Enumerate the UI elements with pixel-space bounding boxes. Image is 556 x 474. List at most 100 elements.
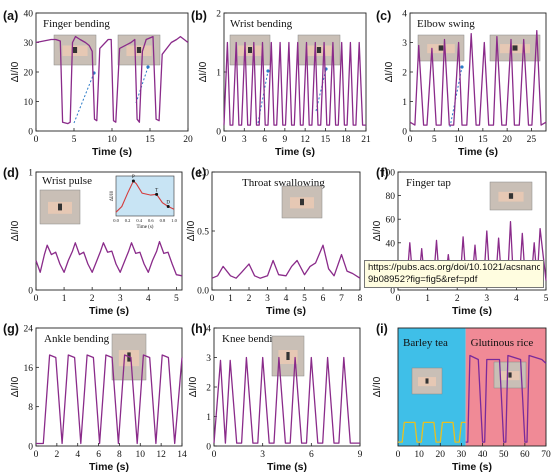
- inset-x-tick-label: 1.0: [171, 218, 177, 223]
- pointer-arrow: [315, 68, 327, 112]
- panel-label: (g): [3, 322, 19, 336]
- x-tick-label: 3: [484, 294, 489, 304]
- panel-label: (f): [376, 166, 389, 180]
- plot-frame: [35, 327, 183, 447]
- y-axis-label: ΔI/I0: [188, 376, 199, 397]
- inset-marker: [155, 192, 159, 196]
- x-tick-label: 12: [300, 135, 310, 145]
- x-tick-label: 40: [478, 450, 488, 460]
- x-tick-label: 15: [145, 135, 155, 145]
- x-axis-label: Time (s): [267, 461, 307, 473]
- y-tick-label: 0.0: [197, 287, 209, 297]
- x-tick-label: 2: [54, 450, 59, 460]
- pointer-arrow: [73, 72, 95, 124]
- inset-photo: [411, 367, 443, 395]
- x-tick-label: 10: [107, 135, 117, 145]
- x-tick-label: 6: [262, 135, 267, 145]
- panel-c: 0 5 10 15 20 25 0 1 2 3 4 Time (s) ΔI/I0 (c) Elbow swi…: [376, 9, 547, 158]
- x-tick-label: 18: [341, 135, 351, 145]
- y-tick-label: 0.5: [197, 228, 209, 238]
- y-tick-label: 60: [386, 216, 396, 226]
- x-tick-label: 20: [502, 135, 512, 145]
- inset-photo: [39, 189, 81, 225]
- x-tick-label: 20: [183, 135, 193, 145]
- inset-x-label: Time (s): [137, 225, 154, 230]
- x-tick-label: 8: [117, 450, 122, 460]
- y-tick-label: 0: [206, 443, 211, 453]
- y-tick-label: 3: [402, 39, 407, 49]
- y-tick-label: 4: [402, 10, 407, 20]
- plot-frame: [35, 171, 183, 291]
- y-tick-label: 24: [24, 325, 34, 335]
- inset-frame: [115, 175, 175, 217]
- x-tick-label: 3: [242, 135, 247, 145]
- panel-title: Finger bending: [43, 18, 110, 30]
- x-tick-label: 25: [527, 135, 537, 145]
- series-line: [465, 354, 547, 443]
- y-tick-label: 1: [402, 98, 407, 108]
- x-tick-label: 30: [457, 450, 467, 460]
- inset-chart: P T D 0.0 0.2 0.4 0.6 0.8 1.0 Time (s) ΔI/I0: [110, 175, 178, 230]
- y-axis-label: ΔI/I0: [10, 376, 21, 397]
- y-axis-label: ΔI/I0: [372, 220, 383, 241]
- panel-label: (b): [191, 9, 207, 23]
- x-tick-label: 0: [222, 135, 227, 145]
- x-tick-label: 0: [396, 294, 401, 304]
- x-tick-label: 4: [514, 294, 519, 304]
- inset-photo: [281, 185, 323, 219]
- x-tick-label: 5: [432, 135, 437, 145]
- photo-sensor: [508, 193, 514, 199]
- y-tick-label: 2: [216, 10, 221, 20]
- url-tooltip[interactable]: https://pubs.acs.org/doi/10.1021/acsnano…: [364, 260, 544, 288]
- inset-x-tick-label: 0.6: [148, 218, 154, 223]
- x-axis-label: Time (s): [92, 146, 132, 158]
- x-tick-label: 5: [302, 294, 307, 304]
- inset-x-tick-label: 0.8: [160, 218, 166, 223]
- x-axis-label: Time (s): [275, 146, 315, 158]
- y-tick-label: 30: [24, 39, 34, 49]
- x-tick-label: 60: [520, 450, 530, 460]
- panel-label: (c): [376, 9, 391, 23]
- y-tick-label: 1: [206, 413, 211, 423]
- x-axis-label: Time (s): [452, 305, 492, 317]
- photo-sensor: [300, 198, 304, 206]
- x-tick-label: 0: [212, 450, 217, 460]
- panel-label: (h): [191, 322, 207, 336]
- x-tick-label: 10: [136, 450, 146, 460]
- x-tick-label: 9: [282, 135, 287, 145]
- inset-photo: [489, 181, 533, 211]
- y-axis-label: ΔI/I0: [372, 376, 383, 397]
- inset-photo: [271, 335, 305, 377]
- x-tick-label: 8: [358, 294, 363, 304]
- x-tick-label: 9: [358, 450, 363, 460]
- x-tick-label: 1: [62, 294, 67, 304]
- y-tick-label: 0: [28, 443, 33, 453]
- x-tick-label: 3: [265, 294, 270, 304]
- y-tick-label: 1.0: [197, 169, 209, 179]
- x-tick-label: 0: [34, 450, 39, 460]
- y-axis-label: ΔI/I0: [198, 61, 209, 82]
- x-tick-label: 1: [228, 294, 233, 304]
- y-tick-label: 40: [24, 10, 34, 20]
- inset-x-tick-label: 0.4: [136, 218, 142, 223]
- data-line: [223, 41, 366, 126]
- x-tick-label: 0: [408, 135, 413, 145]
- x-tick-label: 0: [396, 450, 401, 460]
- panel-title: Wrist bending: [230, 18, 293, 30]
- x-tick-label: 4: [146, 294, 151, 304]
- panel-title: Wrist pulse: [42, 175, 92, 187]
- inset-photo: [489, 34, 541, 62]
- x-tick-label: 2: [90, 294, 95, 304]
- plot-frame: [397, 171, 547, 291]
- pointer-arrow-head: [460, 65, 464, 69]
- inset-marker: [166, 205, 170, 208]
- x-tick-label: 3: [118, 294, 123, 304]
- y-tick-label: 100: [381, 169, 396, 179]
- x-tick-label: 0: [210, 294, 215, 304]
- x-tick-label: 7: [339, 294, 344, 304]
- y-tick-label: 0: [402, 128, 407, 138]
- x-tick-label: 6: [309, 450, 314, 460]
- panel-i: Barley tea Glutinous rice 0 10 20 30 40 50 60 70 T…: [372, 322, 551, 473]
- photo-sensor: [72, 47, 78, 53]
- x-axis-label: Time (s): [89, 305, 129, 317]
